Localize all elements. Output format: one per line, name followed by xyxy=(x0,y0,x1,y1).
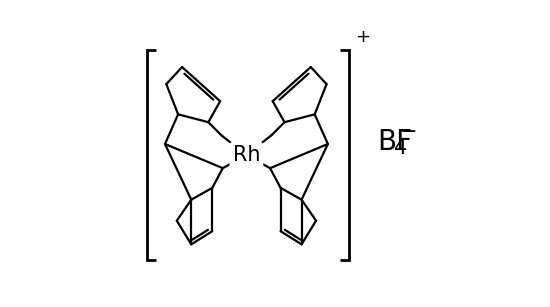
Text: 4: 4 xyxy=(393,138,407,158)
Text: −: − xyxy=(400,122,417,142)
Text: BF: BF xyxy=(378,128,413,156)
Text: Rh: Rh xyxy=(233,145,260,165)
Text: +: + xyxy=(355,28,370,46)
